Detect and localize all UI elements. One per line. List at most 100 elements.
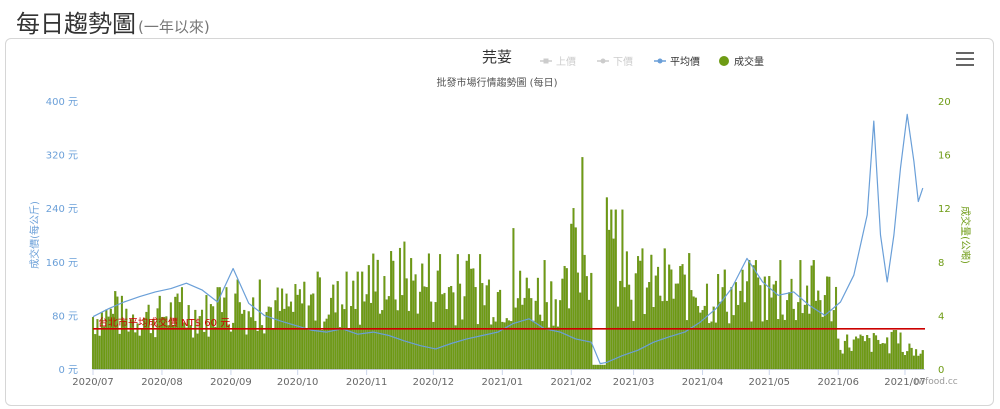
volume-bar: [200, 309, 204, 370]
volume-bar: [152, 318, 155, 370]
volume-bar: [879, 343, 882, 370]
volume-bar: [94, 334, 97, 370]
volume-bar: [855, 336, 858, 370]
volume-bar: [198, 316, 201, 370]
volume-bar: [272, 328, 275, 370]
x-tick-label: 2020/12: [413, 377, 455, 388]
volume-bar: [677, 283, 680, 370]
volume-bar: [863, 341, 866, 370]
volume-bar: [203, 331, 206, 370]
volume-bar: [777, 319, 780, 370]
volume-bar: [392, 260, 395, 370]
volume-bar: [160, 316, 163, 370]
volume-bar: [519, 270, 522, 370]
volume-bar: [746, 281, 749, 370]
volume-bar: [550, 281, 553, 370]
volume-bar: [705, 283, 709, 370]
volume-bar: [786, 300, 789, 370]
axes: 0 元 80 元 160 元 240 元 320 元 400 元 0 4 8 12 16 20 成交價(…: [28, 97, 972, 388]
volume-bar: [169, 302, 172, 370]
volume-bar: [614, 209, 617, 370]
volume-bar: [241, 313, 244, 370]
volume-bar: [421, 263, 424, 370]
volume-bar: [476, 324, 479, 370]
volume-bar: [434, 302, 437, 370]
volume-bar: [877, 339, 880, 370]
volume-bar: [467, 254, 470, 370]
y-right-axis-label: 成交量(公噸): [959, 206, 972, 264]
x-tick-label: 2021/02: [551, 377, 593, 388]
volume-bar: [414, 274, 417, 370]
volume-bar: [116, 296, 119, 370]
volume-bar: [897, 343, 900, 370]
volume-bar: [908, 343, 911, 370]
volume-bar: [403, 241, 406, 370]
x-tick-label: 2020/08: [141, 377, 183, 388]
volume-bar: [723, 269, 726, 370]
volume-bar: [539, 314, 542, 370]
volume-bar: [552, 325, 555, 370]
volume-bar: [579, 292, 582, 370]
volume-bar: [592, 364, 595, 370]
volume-bar: [274, 300, 277, 370]
volume-bar: [583, 254, 586, 370]
volume-bar: [227, 324, 230, 370]
volume-bar: [245, 334, 248, 370]
volume-bar: [763, 276, 766, 370]
legend-label: 下價: [613, 55, 633, 68]
volume-bar: [608, 229, 611, 370]
volume-bar: [452, 292, 455, 370]
volume-bar: [432, 321, 435, 370]
volume-bar: [167, 325, 170, 370]
volume-bar: [456, 254, 459, 370]
volume-bar: [174, 296, 177, 370]
volume-bar: [710, 321, 713, 370]
volume-bar: [111, 313, 115, 370]
y-left-tick-label: 80 元: [52, 311, 78, 322]
volume-bar: [107, 316, 110, 370]
volume-bar: [332, 284, 335, 370]
volume-bar: [307, 305, 310, 370]
volume-bar: [356, 271, 359, 370]
volume-bar: [309, 294, 313, 370]
volume-bar: [679, 265, 682, 370]
volume-bar: [507, 320, 511, 370]
volume-bar: [481, 283, 484, 370]
volume-bar: [875, 335, 878, 370]
y-left-tick-label: 400 元: [46, 97, 78, 108]
volume-bar: [797, 302, 800, 370]
volume-bar: [812, 260, 815, 370]
reference-line-group: 台北市平均成交價 NT$ 60 元: [93, 316, 925, 330]
volume-bar: [256, 330, 259, 370]
volume-bar: [681, 264, 684, 370]
volume-bar: [459, 283, 462, 370]
volume-bar: [423, 286, 426, 370]
volume-bar: [883, 343, 886, 370]
volume-bar: [619, 280, 622, 370]
volume-bar: [163, 316, 166, 370]
volume-bar: [472, 268, 475, 370]
volume-bar: [728, 323, 731, 370]
volume-bar: [848, 347, 851, 370]
volume-bar: [374, 291, 377, 370]
volume-bar: [554, 299, 557, 370]
volume-bar: [759, 285, 762, 370]
volume-bar: [683, 274, 686, 370]
volume-bar: [737, 304, 740, 370]
volume-bar: [757, 277, 760, 370]
volume-bar: [576, 272, 579, 370]
volume-bar: [365, 294, 368, 370]
volume-bar: [325, 318, 328, 370]
volume-bar: [296, 294, 299, 370]
volume-bar: [906, 351, 909, 370]
volume-bar: [779, 260, 782, 370]
volume-bar: [267, 306, 270, 370]
volume-bar: [830, 321, 833, 370]
volume-bar: [612, 238, 615, 370]
volume-bar: [699, 312, 702, 370]
chart-menu-button[interactable]: [956, 52, 974, 66]
volume-bar: [410, 258, 413, 370]
volume-bar: [643, 314, 646, 370]
volume-bar: [832, 310, 835, 370]
